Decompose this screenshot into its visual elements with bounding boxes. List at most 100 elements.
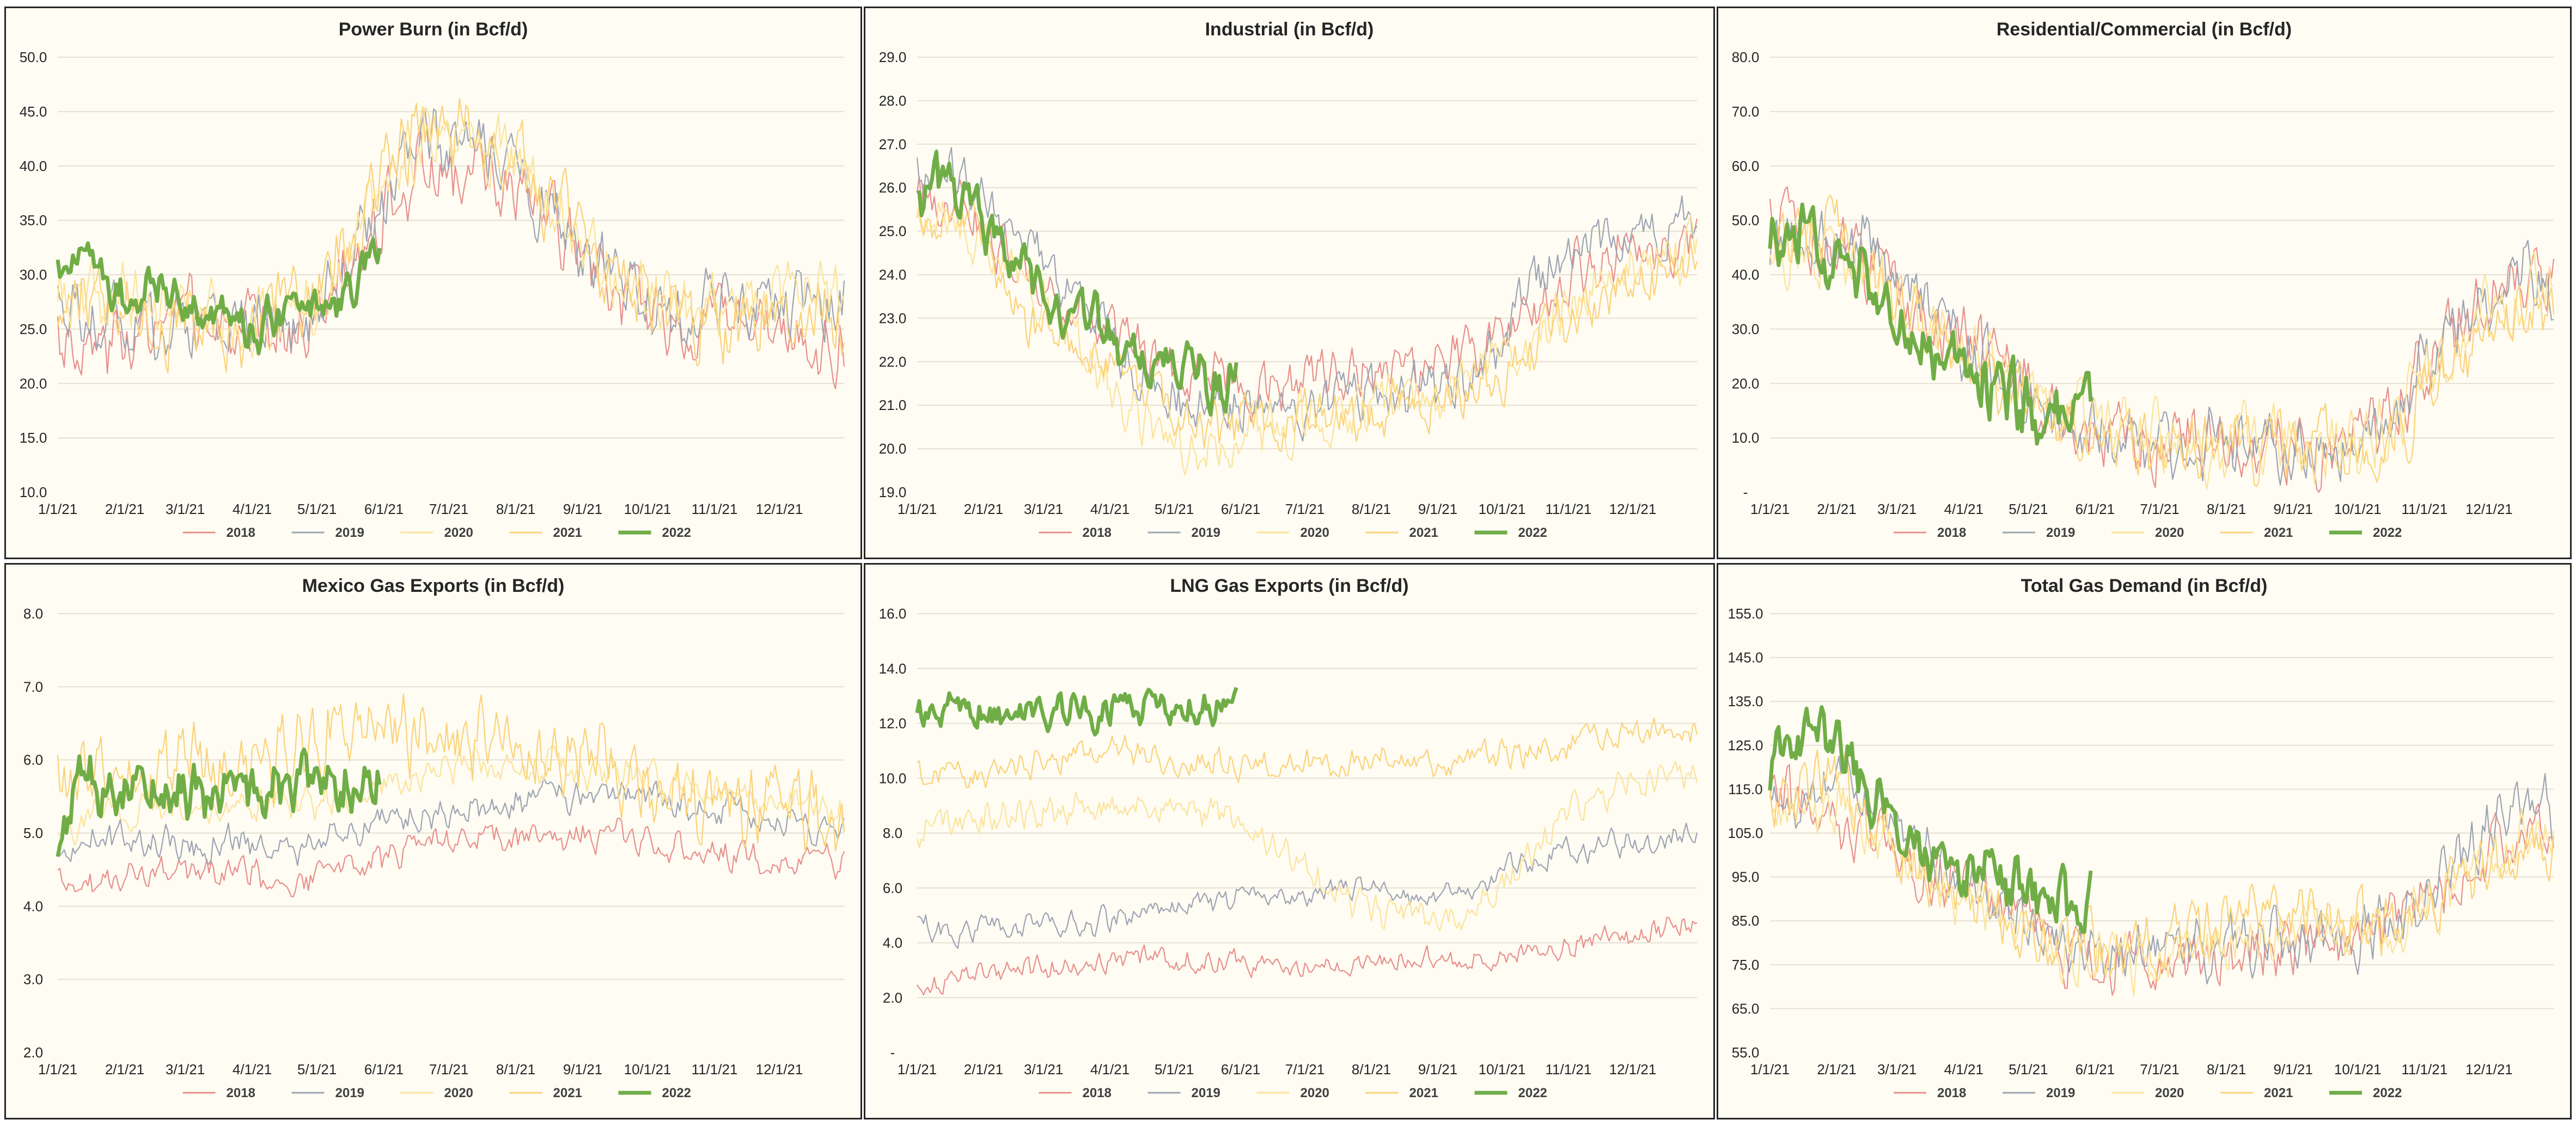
chart-power-burn-series-2020-line (57, 107, 845, 358)
chart-industrial-y-tick-label: 24.0 (879, 267, 907, 283)
chart-total-gas-demand-series-2019-line (1769, 755, 2555, 984)
chart-power-burn-x-tick-label: 10/1/21 (624, 501, 672, 517)
chart-total-gas-demand-x-tick-label: 3/1/21 (1877, 1061, 1916, 1078)
chart-power-burn-x-tick-label: 2/1/21 (105, 501, 144, 517)
chart-mexico-gas-exports-x-tick-label: 2/1/21 (105, 1061, 144, 1078)
chart-lng-gas-exports-x-tick-label: 8/1/21 (1352, 1061, 1391, 1078)
chart-residential-commercial-legend-label-2019: 2019 (2046, 525, 2075, 540)
chart-residential-commercial-y-tick-label: 40.0 (1732, 267, 1760, 283)
chart-power-burn-x-tick-label: 4/1/21 (233, 501, 272, 517)
chart-total-gas-demand-legend-label-2018: 2018 (1937, 1086, 1966, 1100)
chart-lng-gas-exports-x-tick-label: 3/1/21 (1024, 1061, 1063, 1078)
chart-industrial-y-tick-label: 19.0 (879, 484, 907, 500)
chart-industrial-y-tick-label: 27.0 (879, 136, 907, 152)
chart-mexico-gas-exports-title: Mexico Gas Exports (in Bcf/d) (302, 576, 565, 596)
chart-industrial-legend-label-2020: 2020 (1301, 525, 1329, 540)
chart-residential-commercial-x-tick-label: 3/1/21 (1877, 501, 1916, 517)
chart-power-burn-svg: Power Burn (in Bcf/d) 10.0 15.0 20.0 25.0 30.… (20, 19, 845, 540)
chart-residential-commercial: Residential/Commercial (in Bcf/d) - 10.0 20… (1717, 7, 2572, 559)
chart-lng-gas-exports-y-tick-label: - (890, 1044, 895, 1061)
chart-mexico-gas-exports-y-tick-label: 4.0 (23, 898, 43, 914)
chart-lng-gas-exports-svg: LNG Gas Exports (in Bcf/d) - 2.0 4.0 6.0 8.0 1… (879, 576, 1698, 1100)
chart-power-burn-x-tick-label: 5/1/21 (297, 501, 337, 517)
chart-industrial-x-tick-label: 3/1/21 (1024, 501, 1063, 517)
chart-lng-gas-exports-y-tick-label: 6.0 (883, 880, 902, 896)
chart-total-gas-demand-y-tick-label: 55.0 (1732, 1044, 1760, 1061)
chart-lng-gas-exports-legend-label-2020: 2020 (1301, 1086, 1329, 1100)
chart-mexico-gas-exports-y-tick-label: 5.0 (23, 825, 43, 841)
chart-industrial-y-tick-label: 29.0 (879, 49, 907, 65)
chart-mexico-gas-exports-x-tick-label: 7/1/21 (429, 1061, 468, 1078)
chart-residential-commercial-y-tick-label: 50.0 (1732, 212, 1760, 229)
chart-industrial-y-tick-label: 21.0 (879, 397, 907, 413)
chart-lng-gas-exports-x-tick-label: 1/1/21 (898, 1061, 937, 1078)
chart-total-gas-demand-legend-label-2020: 2020 (2155, 1086, 2184, 1100)
chart-total-gas-demand-x-tick-label: 8/1/21 (2207, 1061, 2246, 1078)
chart-residential-commercial-x-tick-label: 9/1/21 (2274, 501, 2313, 517)
chart-power-burn-x-tick-label: 7/1/21 (429, 501, 468, 517)
chart-power-burn-x-tick-label: 6/1/21 (364, 501, 404, 517)
chart-lng-gas-exports-x-tick-label: 4/1/21 (1090, 1061, 1130, 1078)
chart-power-burn-series-2019-line (57, 108, 845, 361)
chart-mexico-gas-exports-x-tick-label: 11/1/21 (692, 1061, 738, 1078)
chart-total-gas-demand-y-tick-label: 105.0 (1727, 825, 1763, 841)
chart-total-gas-demand-x-tick-label: 12/1/21 (2465, 1061, 2513, 1078)
chart-industrial-y-tick-label: 28.0 (879, 93, 907, 109)
chart-mexico-gas-exports-y-tick-label: 6.0 (23, 752, 43, 768)
chart-residential-commercial-series-2020-line (1769, 219, 2554, 489)
chart-mexico-gas-exports-legend-label-2022: 2022 (662, 1086, 691, 1100)
chart-lng-gas-exports-series-2018-line (917, 916, 1698, 996)
chart-mexico-gas-exports-series-2019-line (57, 776, 845, 866)
chart-lng-gas-exports-legend-label-2018: 2018 (1083, 1086, 1112, 1100)
chart-total-gas-demand: Total Gas Demand (in Bcf/d) 55.0 65.0 75.0 8… (1717, 563, 2572, 1119)
chart-residential-commercial-x-tick-label: 10/1/21 (2334, 501, 2382, 517)
chart-total-gas-demand-y-tick-label: 155.0 (1727, 605, 1763, 622)
chart-total-gas-demand-y-tick-label: 75.0 (1732, 957, 1760, 973)
chart-industrial-x-tick-label: 12/1/21 (1609, 501, 1657, 517)
chart-power-burn-y-tick-label: 35.0 (20, 212, 47, 229)
chart-industrial-x-tick-label: 10/1/21 (1479, 501, 1526, 517)
chart-mexico-gas-exports-y-tick-label: 8.0 (23, 605, 43, 622)
chart-total-gas-demand-y-tick-label: 115.0 (1728, 781, 1762, 797)
chart-power-burn-title: Power Burn (in Bcf/d) (339, 19, 528, 40)
chart-power-burn-x-tick-label: 9/1/21 (563, 501, 602, 517)
chart-industrial-svg: Industrial (in Bcf/d) 19.0 20.0 21.0 22.0 23.… (879, 19, 1698, 540)
chart-industrial-x-tick-label: 1/1/21 (898, 501, 937, 517)
chart-mexico-gas-exports-y-tick-label: 7.0 (23, 678, 43, 695)
chart-power-burn-legend-label-2020: 2020 (444, 525, 473, 540)
chart-industrial-y-tick-label: 26.0 (879, 180, 907, 196)
chart-mexico-gas-exports-x-tick-label: 3/1/21 (166, 1061, 205, 1078)
chart-total-gas-demand-svg: Total Gas Demand (in Bcf/d) 55.0 65.0 75.0 8… (1727, 576, 2555, 1100)
chart-power-burn-y-tick-label: 30.0 (20, 267, 47, 283)
chart-mexico-gas-exports-legend-label-2020: 2020 (444, 1086, 473, 1100)
chart-residential-commercial-svg: Residential/Commercial (in Bcf/d) - 10.0 20… (1732, 19, 2555, 540)
chart-power-burn-legend-label-2019: 2019 (335, 525, 364, 540)
chart-residential-commercial-legend-label-2018: 2018 (1937, 525, 1966, 540)
chart-residential-commercial-x-tick-label: 4/1/21 (1944, 501, 1983, 517)
chart-industrial-x-tick-label: 7/1/21 (1285, 501, 1324, 517)
chart-industrial-y-tick-label: 20.0 (879, 440, 907, 457)
chart-power-burn-x-tick-label: 3/1/21 (166, 501, 205, 517)
chart-lng-gas-exports-y-tick-label: 10.0 (879, 770, 907, 786)
chart-power-burn-y-tick-label: 15.0 (20, 430, 47, 446)
chart-mexico-gas-exports-x-tick-label: 10/1/21 (624, 1061, 672, 1078)
chart-total-gas-demand-series-2018-line (1769, 764, 2555, 996)
chart-lng-gas-exports-x-tick-label: 6/1/21 (1221, 1061, 1260, 1078)
chart-residential-commercial-series-2021-line (1769, 194, 2555, 487)
chart-industrial: Industrial (in Bcf/d) 19.0 20.0 21.0 22.0 23.… (864, 7, 1715, 559)
chart-residential-commercial-y-tick-label: 60.0 (1732, 158, 1760, 174)
chart-residential-commercial-x-tick-label: 12/1/21 (2465, 501, 2513, 517)
chart-power-burn-series-2021-line (57, 98, 845, 374)
chart-residential-commercial-legend-label-2021: 2021 (2264, 525, 2293, 540)
chart-total-gas-demand-y-tick-label: 65.0 (1732, 1000, 1760, 1017)
chart-industrial-x-tick-label: 6/1/21 (1221, 501, 1260, 517)
chart-industrial-legend-label-2022: 2022 (1518, 525, 1547, 540)
chart-mexico-gas-exports-y-tick-label: 2.0 (23, 1044, 43, 1061)
chart-industrial-legend-label-2021: 2021 (1409, 525, 1438, 540)
chart-industrial-legend-label-2019: 2019 (1192, 525, 1220, 540)
chart-total-gas-demand-x-tick-label: 7/1/21 (2140, 1061, 2179, 1078)
chart-mexico-gas-exports-x-tick-label: 6/1/21 (364, 1061, 404, 1078)
chart-lng-gas-exports-y-tick-label: 4.0 (883, 935, 902, 951)
chart-mexico-gas-exports-legend-label-2019: 2019 (335, 1086, 364, 1100)
chart-mexico-gas-exports-series-2022-line (56, 747, 382, 857)
